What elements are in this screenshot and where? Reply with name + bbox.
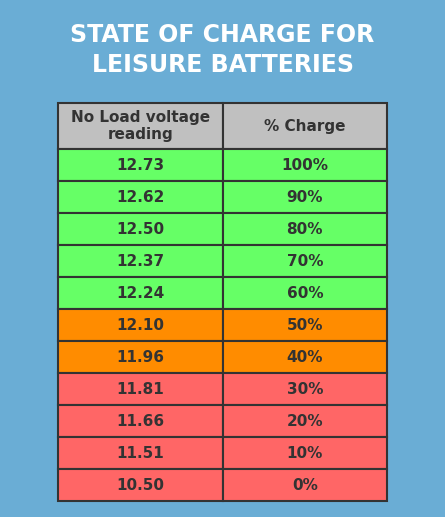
Text: 12.50: 12.50	[116, 222, 164, 237]
Bar	[58, 245, 222, 277]
Text: 90%: 90%	[287, 190, 323, 205]
Text: 10%: 10%	[287, 446, 323, 461]
Bar	[222, 405, 387, 437]
Bar	[222, 277, 387, 309]
Bar	[58, 181, 222, 213]
Bar	[58, 373, 222, 405]
Text: 11.66: 11.66	[116, 414, 164, 429]
Bar	[222, 309, 387, 341]
Bar	[58, 103, 222, 149]
Bar	[58, 149, 222, 181]
Bar	[222, 469, 387, 501]
Bar	[58, 437, 222, 469]
Bar	[222, 213, 387, 245]
Text: 11.51: 11.51	[116, 446, 164, 461]
Text: 12.73: 12.73	[116, 158, 164, 173]
Bar	[222, 341, 387, 373]
Text: 12.62: 12.62	[116, 190, 164, 205]
Text: 11.96: 11.96	[116, 350, 164, 365]
Text: % Charge: % Charge	[264, 119, 346, 134]
Bar	[222, 103, 387, 149]
Text: 12.10: 12.10	[116, 318, 164, 333]
Text: 12.37: 12.37	[116, 254, 164, 269]
Bar	[222, 373, 387, 405]
Bar	[222, 149, 387, 181]
Text: 30%: 30%	[287, 382, 323, 397]
Bar	[58, 309, 222, 341]
Bar	[222, 437, 387, 469]
Text: 80%: 80%	[287, 222, 323, 237]
Text: 11.81: 11.81	[116, 382, 164, 397]
Bar	[222, 181, 387, 213]
Text: 0%: 0%	[292, 478, 318, 493]
Text: 100%: 100%	[281, 158, 328, 173]
Text: 40%: 40%	[287, 350, 323, 365]
Bar	[58, 213, 222, 245]
Bar	[58, 277, 222, 309]
Text: No Load voltage
reading: No Load voltage reading	[71, 110, 210, 143]
Text: 10.50: 10.50	[116, 478, 164, 493]
Bar	[58, 341, 222, 373]
Text: 50%: 50%	[287, 318, 323, 333]
Text: 60%: 60%	[287, 286, 323, 301]
Bar	[222, 245, 387, 277]
Text: 20%: 20%	[287, 414, 323, 429]
Text: STATE OF CHARGE FOR
LEISURE BATTERIES: STATE OF CHARGE FOR LEISURE BATTERIES	[70, 23, 375, 77]
Text: 12.24: 12.24	[116, 286, 164, 301]
Bar	[58, 405, 222, 437]
Text: 70%: 70%	[287, 254, 323, 269]
Bar	[58, 469, 222, 501]
